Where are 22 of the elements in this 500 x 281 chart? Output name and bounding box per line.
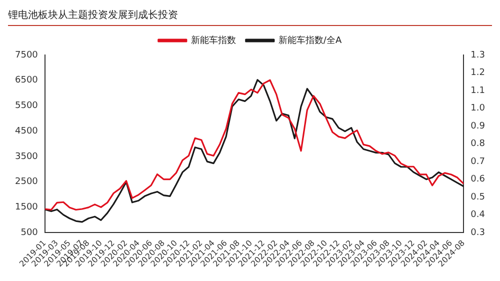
y2-tick-label: 0.8 (470, 139, 486, 150)
y-tick-label: 6500 (15, 76, 38, 86)
y2-tick-label: 0.3 (470, 228, 486, 238)
y-tick-label: 500 (20, 228, 38, 238)
legend-label: 新能车指数/全A (278, 34, 342, 46)
chart-title: 锂电池板块从主题投资发展到成长投资 (8, 8, 492, 26)
y2-tick-label: 0.9 (470, 121, 486, 132)
y2-tick-label: 0.7 (470, 156, 486, 167)
y-tick-label: 7500 (15, 50, 38, 60)
y-tick-label: 1500 (15, 202, 38, 213)
y2-tick-label: 1.1 (470, 86, 486, 96)
y2-tick-label: 0.4 (470, 210, 486, 220)
y-tick-label: 5500 (15, 101, 38, 112)
y2-tick-label: 1.2 (470, 68, 486, 78)
y-tick-label: 4500 (15, 126, 38, 136)
y2-tick-label: 1.0 (470, 104, 486, 114)
y2-tick-label: 0.6 (470, 174, 486, 185)
y-tick-label: 2500 (15, 177, 38, 188)
y2-tick-label: 0.5 (470, 192, 486, 202)
y-tick-label: 3500 (15, 152, 38, 162)
legend-label: 新能车指数 (190, 34, 236, 46)
y2-tick-label: 1.3 (470, 50, 486, 60)
